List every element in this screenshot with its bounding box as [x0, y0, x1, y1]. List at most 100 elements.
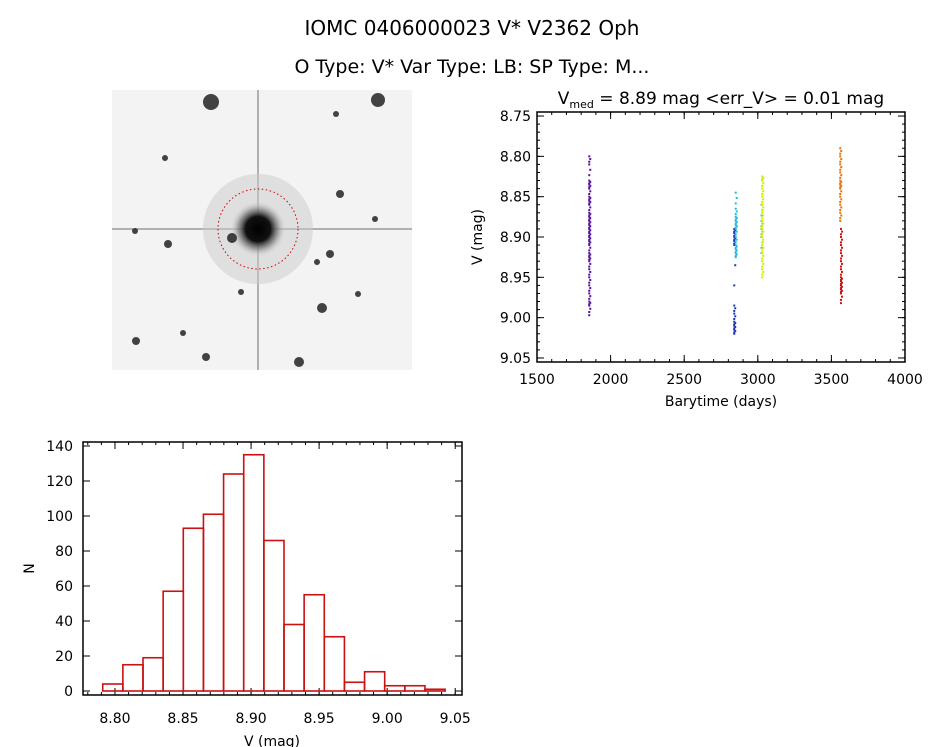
- data-point: [589, 295, 592, 298]
- field-star: [317, 303, 327, 313]
- data-point: [840, 214, 843, 217]
- data-point: [839, 284, 842, 287]
- data-point: [761, 209, 764, 212]
- data-point: [588, 281, 591, 284]
- data-point: [840, 174, 843, 177]
- data-point: [588, 187, 591, 190]
- data-point: [761, 184, 764, 187]
- data-point: [733, 230, 736, 233]
- data-point: [839, 152, 842, 155]
- data-point: [840, 238, 843, 241]
- data-point: [589, 184, 592, 187]
- x-tick-label: 9.00: [372, 711, 403, 727]
- data-point: [588, 179, 591, 182]
- data-point: [734, 218, 737, 221]
- data-point: [840, 158, 843, 161]
- data-point: [588, 226, 591, 229]
- data-point: [839, 244, 842, 247]
- data-point: [733, 231, 736, 234]
- y-tick-label: 0: [64, 684, 73, 700]
- data-point: [734, 252, 737, 255]
- data-point: [735, 217, 738, 220]
- data-point: [735, 249, 738, 252]
- x-tick-label: 2000: [593, 372, 629, 388]
- data-point: [588, 303, 591, 306]
- data-point: [839, 163, 842, 166]
- histogram-bar: [142, 656, 164, 692]
- histogram-bar: [182, 527, 205, 692]
- data-point: [589, 197, 592, 200]
- data-point: [589, 206, 592, 209]
- field-star: [314, 259, 320, 265]
- data-point: [762, 198, 765, 201]
- data-point: [588, 314, 591, 317]
- data-point: [589, 262, 592, 265]
- data-point: [589, 246, 592, 249]
- field-star: [202, 353, 210, 361]
- data-point: [839, 201, 842, 204]
- data-point: [734, 223, 737, 226]
- data-point: [588, 252, 591, 255]
- data-point: [588, 227, 591, 230]
- data-point: [588, 231, 591, 234]
- data-point: [839, 183, 842, 186]
- data-point: [840, 166, 843, 169]
- data-point: [589, 225, 592, 228]
- x-tick-label: 8.85: [167, 711, 198, 727]
- data-point: [734, 246, 737, 249]
- data-point: [589, 301, 592, 304]
- histogram-bar: [383, 684, 406, 692]
- field-star: [372, 216, 378, 222]
- data-point: [840, 285, 843, 288]
- data-point: [839, 219, 842, 222]
- data-point: [761, 201, 764, 204]
- y-tick-label: 8.90: [500, 230, 531, 246]
- data-point: [761, 211, 764, 214]
- x-tick-label: 8.80: [99, 711, 130, 727]
- data-point: [733, 238, 736, 241]
- histogram-bar: [303, 593, 326, 692]
- data-point: [734, 330, 737, 333]
- data-point: [588, 249, 591, 252]
- data-point: [762, 230, 765, 233]
- data-point: [761, 249, 764, 252]
- data-point: [762, 254, 765, 257]
- plot-frame: [536, 111, 906, 363]
- plot-frame: [82, 441, 463, 696]
- field-star: [336, 190, 344, 198]
- data-point: [733, 331, 736, 334]
- data-point: [588, 297, 591, 300]
- data-point: [734, 256, 737, 259]
- data-point: [839, 260, 842, 263]
- data-point: [589, 279, 592, 282]
- data-point: [735, 253, 738, 256]
- data-point: [588, 183, 591, 186]
- data-point: [839, 265, 842, 268]
- x-tick-label: 3500: [814, 372, 850, 388]
- data-point: [839, 192, 842, 195]
- field-star: [238, 289, 244, 295]
- x-tick-label: 9.05: [440, 711, 471, 727]
- data-point: [734, 307, 737, 310]
- field-star: [164, 240, 172, 248]
- data-point: [840, 262, 843, 265]
- data-point: [588, 260, 591, 263]
- histogram-bar: [323, 635, 346, 692]
- data-point: [840, 254, 843, 257]
- data-point: [734, 226, 737, 229]
- data-point: [840, 277, 843, 280]
- data-point: [761, 178, 764, 181]
- data-point: [839, 209, 842, 212]
- data-point: [761, 192, 764, 195]
- data-point: [761, 241, 764, 244]
- x-tick-label: 2500: [666, 372, 702, 388]
- target-star: [230, 201, 286, 257]
- data-point: [735, 238, 738, 241]
- data-point: [589, 253, 592, 256]
- histogram-bar: [424, 688, 446, 692]
- data-point: [761, 195, 764, 198]
- data-point: [839, 279, 842, 282]
- data-point: [588, 258, 591, 261]
- data-point: [588, 218, 591, 221]
- data-point: [839, 268, 842, 271]
